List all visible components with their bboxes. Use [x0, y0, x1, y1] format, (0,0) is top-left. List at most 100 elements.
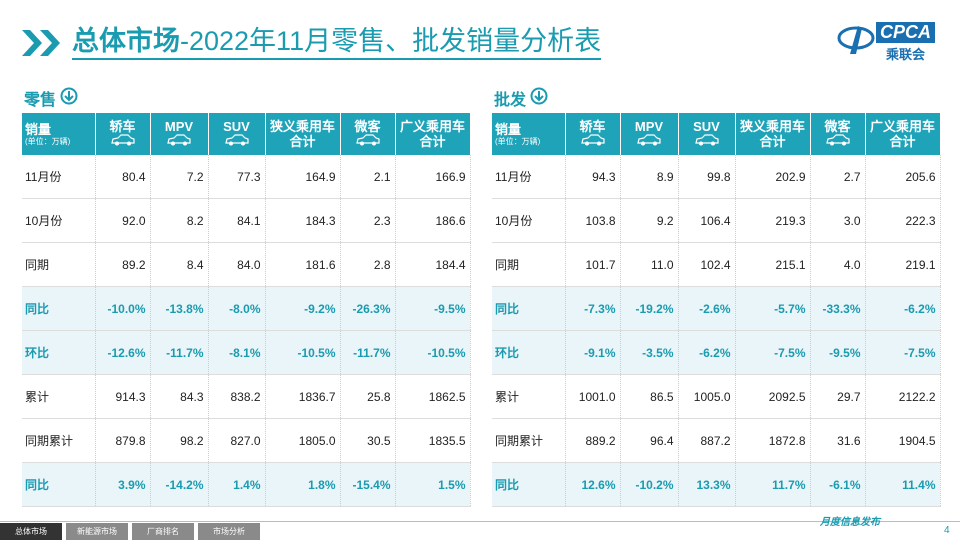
header-text: 微客: [354, 119, 381, 134]
table-cell: -7.3%: [565, 286, 621, 331]
table-cell: 838.2: [208, 374, 266, 419]
table-cell: 11.7%: [735, 462, 811, 507]
logo-mark: [837, 26, 875, 54]
table-cell: -8.0%: [208, 286, 266, 331]
table-cell: 2.7: [810, 155, 866, 199]
table-cell: -9.5%: [810, 330, 866, 375]
table-cell: 1.4%: [208, 462, 266, 507]
table-cell: 84.0: [208, 242, 266, 287]
table-cell: 1872.8: [735, 418, 811, 463]
car-icon: [151, 134, 208, 149]
table-cell: 914.3: [95, 374, 151, 419]
table-cell: -5.7%: [735, 286, 811, 331]
table-row: 10月份 92.0 8.2 84.1 184.3 2.3 186.6: [22, 198, 471, 243]
table-cell: 889.2: [565, 418, 621, 463]
table-cell: 11月份: [22, 155, 96, 199]
section-text: 零售: [24, 92, 57, 109]
header-text: 广义乘用车: [869, 119, 935, 134]
table-cell: 86.5: [620, 374, 679, 419]
header-text: 微客: [824, 119, 851, 134]
table-cell: -10.5%: [265, 330, 341, 375]
footer-tab: 厂商排名: [132, 523, 194, 540]
table-cell: -10.0%: [95, 286, 151, 331]
header-cell: 狭义乘用车 合计: [265, 113, 341, 155]
header-cell: 微客: [810, 113, 866, 155]
down-icon: [530, 87, 548, 110]
table-cell: -9.2%: [265, 286, 341, 331]
section-label: 批发: [494, 86, 548, 110]
footer-tab: 总体市场: [0, 523, 62, 540]
table-cell: 8.4: [150, 242, 209, 287]
table-cell: 累计: [492, 374, 566, 419]
header-text: 合计: [289, 134, 316, 149]
table-cell: 1805.0: [265, 418, 341, 463]
car-icon: [679, 134, 735, 149]
header-cell: 轿车: [565, 113, 621, 155]
table-cell: 1001.0: [565, 374, 621, 419]
table-cell: 184.3: [265, 198, 341, 243]
table-cell: 205.6: [865, 155, 941, 199]
title-bold: 总体市场: [72, 26, 180, 56]
table-row: 同比 3.9% -14.2% 1.4% 1.8% -15.4% 1.5%: [22, 462, 471, 507]
table-cell: 2.3: [340, 198, 396, 243]
table-cell: 202.9: [735, 155, 811, 199]
table-cell: 8.9: [620, 155, 679, 199]
table-cell: 1835.5: [395, 418, 471, 463]
table-cell: 29.7: [810, 374, 866, 419]
title-rest: -2022年11月零售、批发销量分析表: [180, 26, 602, 56]
table-cell: -11.7%: [150, 330, 209, 375]
table-row: 环比 -9.1% -3.5% -6.2% -7.5% -9.5% -7.5%: [492, 330, 941, 375]
table-cell: 166.9: [395, 155, 471, 199]
table-cell: 1862.5: [395, 374, 471, 419]
page-number: 4: [944, 525, 950, 536]
header-cell: 狭义乘用车 合计: [735, 113, 811, 155]
car-icon: [341, 134, 395, 149]
table-cell: 2122.2: [865, 374, 941, 419]
table-cell: 累计: [22, 374, 96, 419]
table-cell: 10月份: [22, 198, 96, 243]
down-icon: [60, 87, 78, 110]
header-text: 合计: [889, 134, 916, 149]
table-cell: -7.5%: [735, 330, 811, 375]
header-unit: (单位：万辆): [495, 136, 541, 146]
table-cell: -15.4%: [340, 462, 396, 507]
table-cell: 879.8: [95, 418, 151, 463]
car-icon: [621, 134, 678, 149]
table-row: 11月份 80.4 7.2 77.3 164.9 2.1 166.9: [22, 155, 471, 199]
header-text: SUV: [223, 119, 250, 134]
table-cell: 92.0: [95, 198, 151, 243]
table-cell: 3.9%: [95, 462, 151, 507]
table-cell: 7.2: [150, 155, 209, 199]
data-table: 销量 (单位：万辆) 轿车 MPV SUV 狭义乘用车 合计 微客 广义乘用车 合计 11月份 94.…: [492, 113, 941, 507]
table-cell: -33.3%: [810, 286, 866, 331]
table-cell: 同期: [492, 242, 566, 287]
table-cell: 3.0: [810, 198, 866, 243]
table-cell: -14.2%: [150, 462, 209, 507]
header-text: 合计: [759, 134, 786, 149]
table-cell: -13.8%: [150, 286, 209, 331]
table-cell: -10.2%: [620, 462, 679, 507]
table-cell: 10月份: [492, 198, 566, 243]
car-icon: [96, 134, 150, 149]
table-cell: 25.8: [340, 374, 396, 419]
table-cell: -7.5%: [865, 330, 941, 375]
table-cell: 1904.5: [865, 418, 941, 463]
table-cell: 同比: [22, 286, 96, 331]
table-cell: 103.8: [565, 198, 621, 243]
table-cell: -6.2%: [865, 286, 941, 331]
table-cell: 2.8: [340, 242, 396, 287]
header-text: MPV: [634, 119, 664, 134]
header-text: 狭义乘用车: [269, 119, 335, 134]
section-label: 零售: [24, 86, 78, 110]
table-cell: -3.5%: [620, 330, 679, 375]
header-cell: SUV: [678, 113, 736, 155]
header-cell: MPV: [620, 113, 679, 155]
header-cell: 销量 (单位：万辆): [22, 113, 96, 155]
table-row: 同期 101.7 11.0 102.4 215.1 4.0 219.1: [492, 242, 941, 287]
header-text: 广义乘用车: [399, 119, 465, 134]
table-cell: -6.1%: [810, 462, 866, 507]
table-cell: -12.6%: [95, 330, 151, 375]
table-cell: 同期累计: [22, 418, 96, 463]
table-cell: -9.5%: [395, 286, 471, 331]
